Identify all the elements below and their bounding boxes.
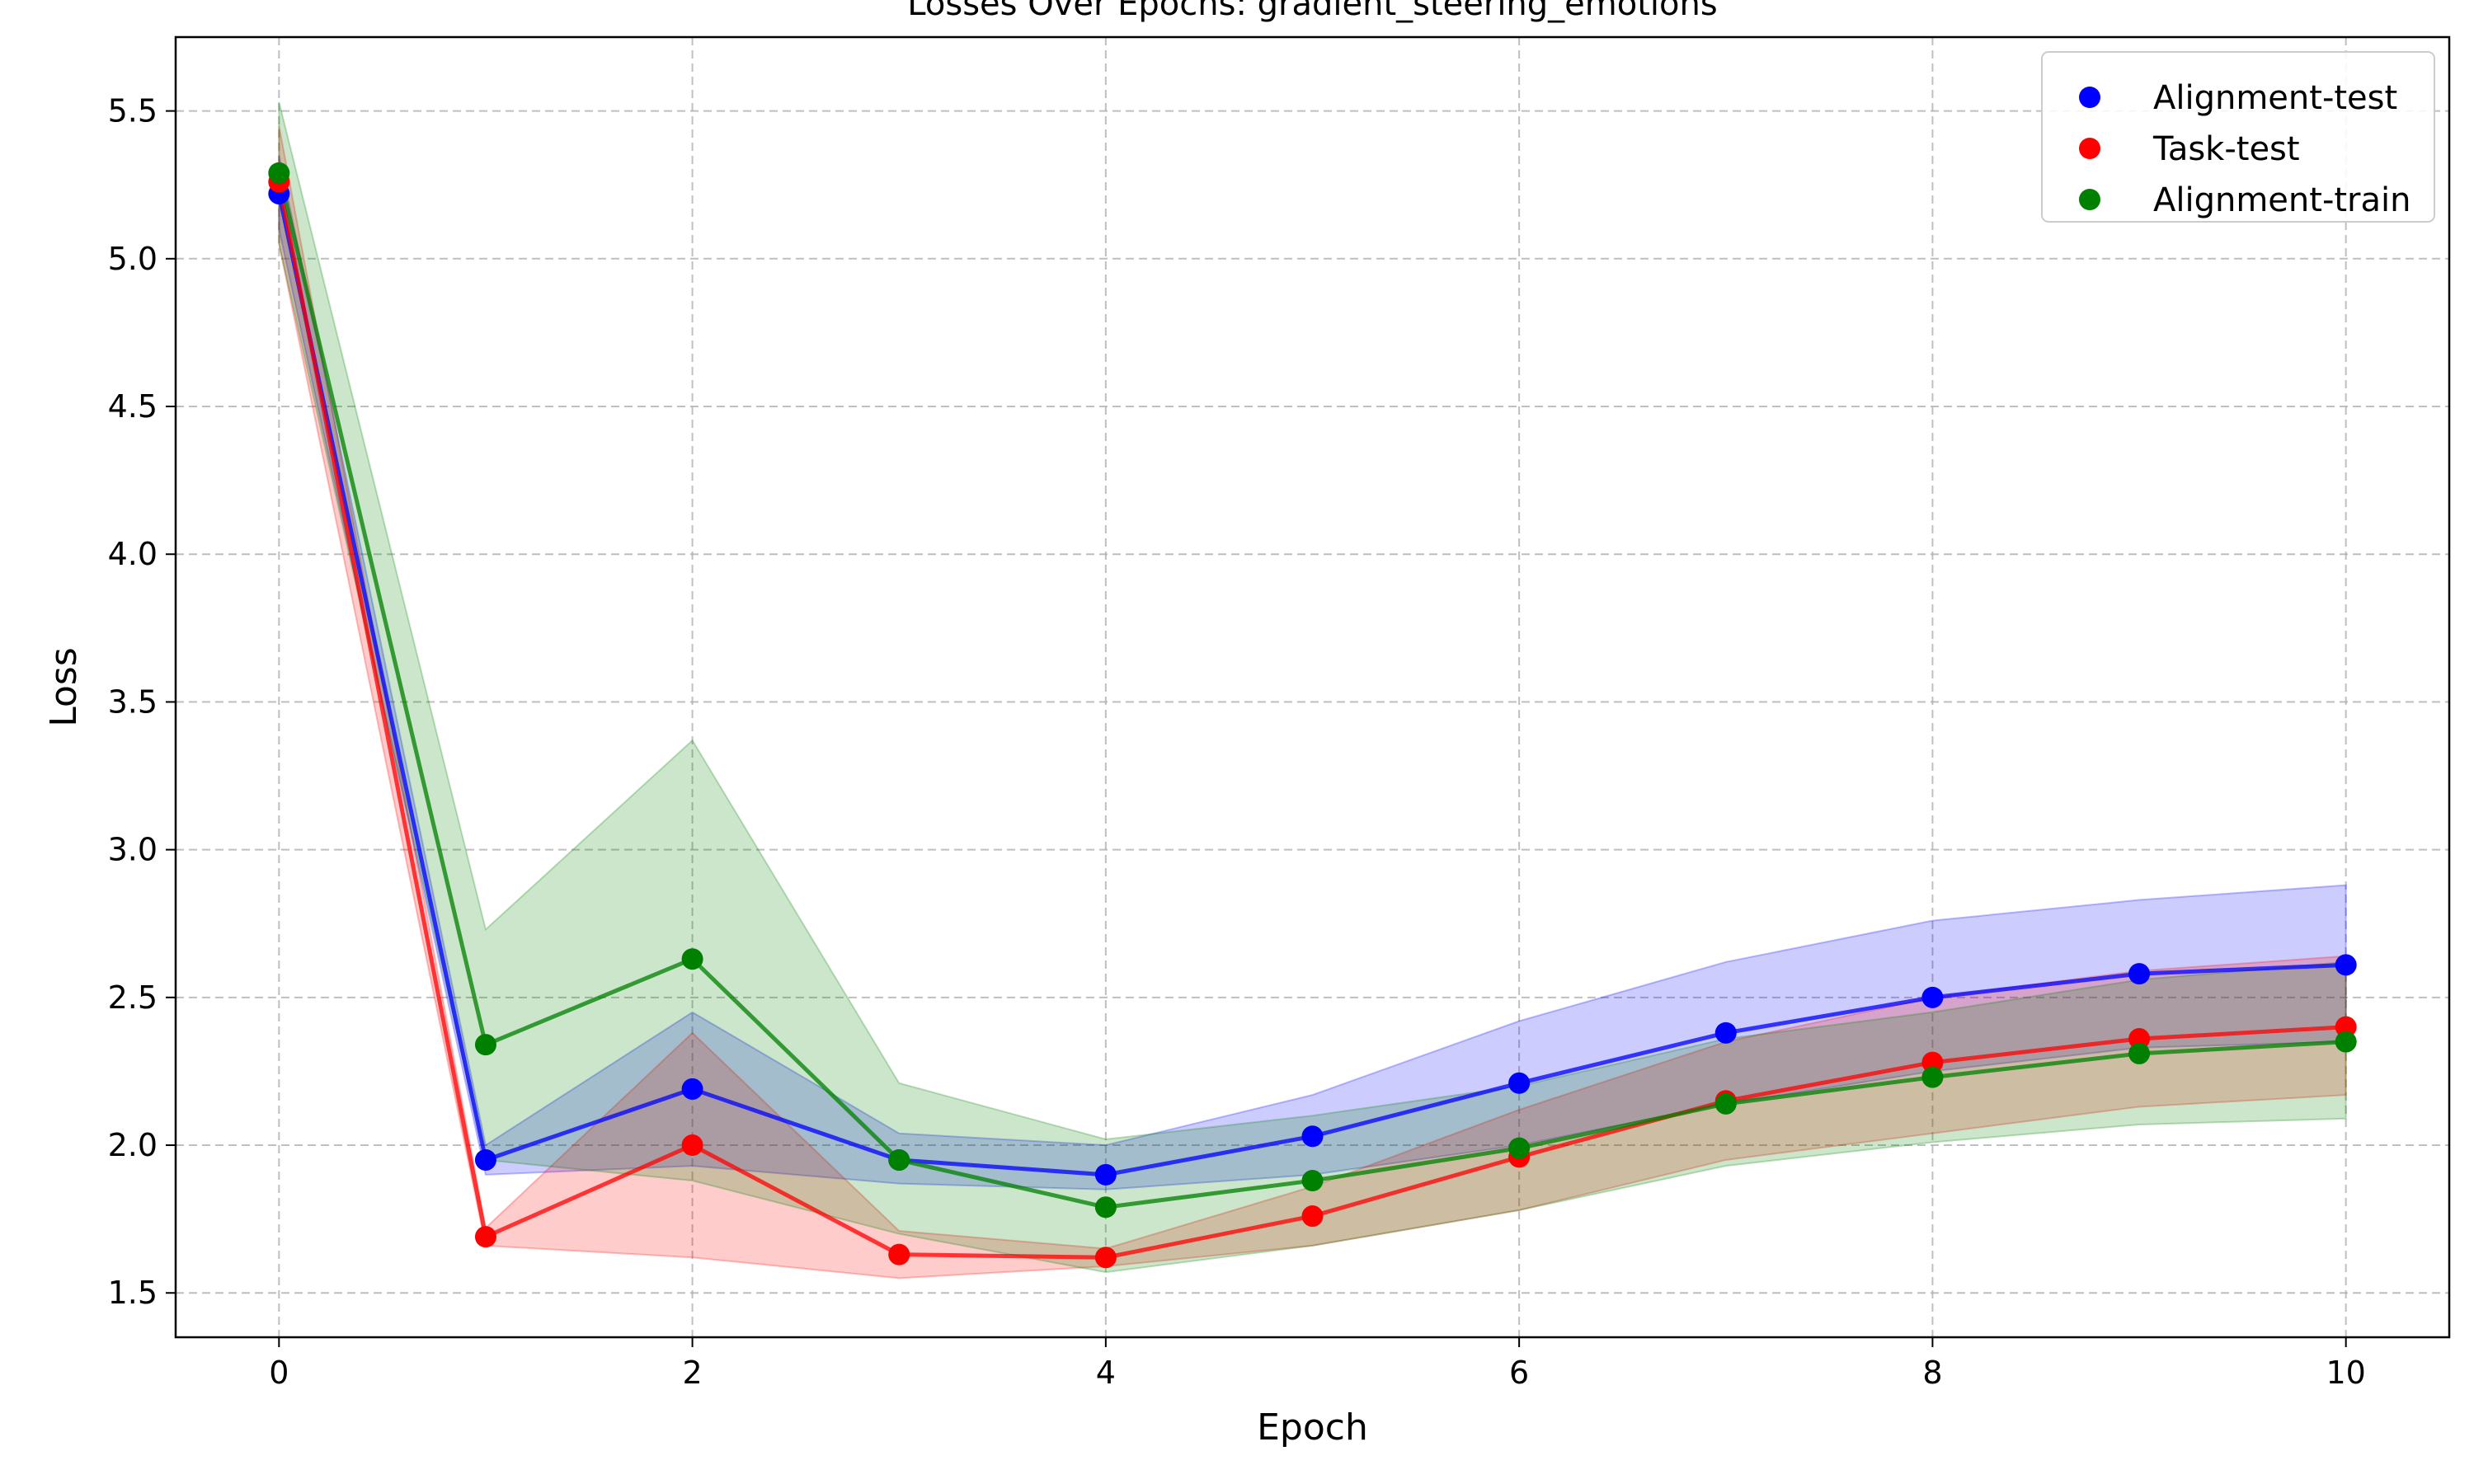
point-alignment-train xyxy=(1094,1196,1117,1219)
legend-label-task-test: Task-test xyxy=(2152,130,2300,168)
series-points xyxy=(268,162,2357,1269)
x-axis-label: Epoch xyxy=(1257,1407,1368,1449)
point-alignment-train xyxy=(681,948,703,970)
point-alignment-train xyxy=(1301,1170,1324,1192)
point-alignment-test xyxy=(681,1078,703,1100)
point-task-test xyxy=(1301,1205,1324,1228)
y-tick-label: 5.0 xyxy=(108,241,158,277)
point-alignment-train xyxy=(1714,1092,1737,1115)
point-alignment-train xyxy=(474,1034,496,1056)
point-alignment-train xyxy=(268,162,290,184)
axis-ticks: 0 2 4 6 8 10 1.5 2.0 2.5 3.0 3.5 4.0 4.5 5.0 5.5 xyxy=(108,93,2366,1391)
chart-title: Losses Over Epochs: gradient_steering_em… xyxy=(907,0,1717,23)
point-alignment-train xyxy=(888,1148,910,1171)
legend: Alignment-test Task-test Alignment-train xyxy=(2041,51,2435,223)
x-tick-label: 2 xyxy=(682,1355,702,1391)
point-task-test xyxy=(888,1243,910,1266)
x-tick-label: 8 xyxy=(1922,1355,1942,1391)
y-tick-label: 1.5 xyxy=(108,1275,158,1311)
point-task-test xyxy=(681,1134,703,1157)
point-alignment-train xyxy=(2335,1031,2357,1053)
point-alignment-train xyxy=(2128,1042,2151,1064)
x-tick-label: 10 xyxy=(2326,1355,2366,1391)
y-axis-label: Loss xyxy=(43,647,85,727)
point-alignment-test xyxy=(1094,1163,1117,1186)
y-tick-label: 2.0 xyxy=(108,1127,158,1163)
point-alignment-train xyxy=(1921,1066,1944,1088)
point-alignment-test xyxy=(1714,1021,1737,1044)
y-tick-label: 4.0 xyxy=(108,536,158,572)
y-tick-label: 3.5 xyxy=(108,683,158,720)
y-tick-label: 5.5 xyxy=(108,93,158,129)
legend-label-alignment-train: Alignment-train xyxy=(2153,181,2411,219)
legend-marker-task-test xyxy=(2079,138,2100,159)
x-tick-label: 6 xyxy=(1509,1355,1529,1391)
point-task-test xyxy=(474,1226,496,1248)
x-tick-label: 4 xyxy=(1096,1355,1116,1391)
legend-marker-alignment-test xyxy=(2079,87,2100,108)
plot-frame xyxy=(174,35,2451,1339)
point-alignment-test xyxy=(2128,963,2151,985)
y-tick-label: 4.5 xyxy=(108,388,158,425)
point-task-test xyxy=(2335,1016,2357,1038)
point-task-test xyxy=(1921,1051,1944,1073)
point-alignment-test xyxy=(474,1148,496,1171)
point-alignment-test xyxy=(1508,1072,1531,1094)
legend-marker-alignment-train xyxy=(2079,189,2100,210)
point-task-test xyxy=(2128,1028,2151,1050)
x-tick-label: 0 xyxy=(269,1355,289,1391)
band-task-test xyxy=(278,125,2347,1280)
point-task-test xyxy=(1094,1247,1117,1269)
point-alignment-test xyxy=(2335,954,2357,976)
legend-label-alignment-test: Alignment-test xyxy=(2153,79,2397,117)
y-tick-label: 3.0 xyxy=(108,832,158,868)
legend-box xyxy=(2041,51,2435,223)
y-tick-label: 2.5 xyxy=(108,979,158,1016)
point-alignment-train xyxy=(1508,1137,1531,1159)
point-alignment-test xyxy=(1301,1125,1324,1148)
point-alignment-test xyxy=(1921,986,1944,1008)
